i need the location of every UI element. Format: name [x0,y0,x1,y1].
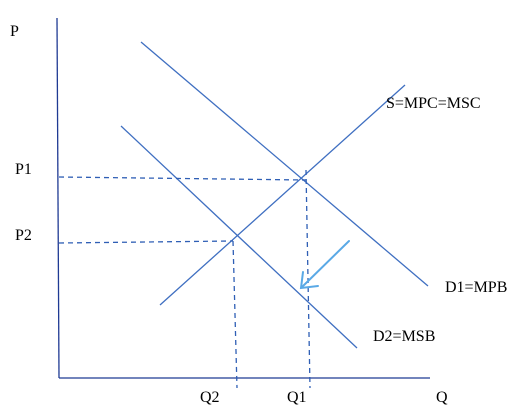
q2-label: Q2 [200,389,220,406]
supply-curve-label: S=MPC=MSC [386,95,481,112]
x-axis-label: Q [436,389,448,406]
p1-guide-line [58,176,307,181]
y-axis [56,17,60,379]
private-demand-label: D1=MPB [445,279,507,296]
social-demand-label: D2=MSB [373,328,435,345]
y-axis-label: P [10,23,19,40]
q2-guide-line [232,240,238,389]
demand-shift-arrow-icon [299,240,350,290]
private-demand-curve [140,41,429,287]
p2-label: P2 [15,227,32,244]
p2-guide-line [58,240,234,244]
q1-label: Q1 [287,389,307,406]
q1-guide-line [305,169,311,389]
p1-label: P1 [15,161,32,178]
supply-curve [159,84,406,306]
social-demand-curve [120,125,358,349]
